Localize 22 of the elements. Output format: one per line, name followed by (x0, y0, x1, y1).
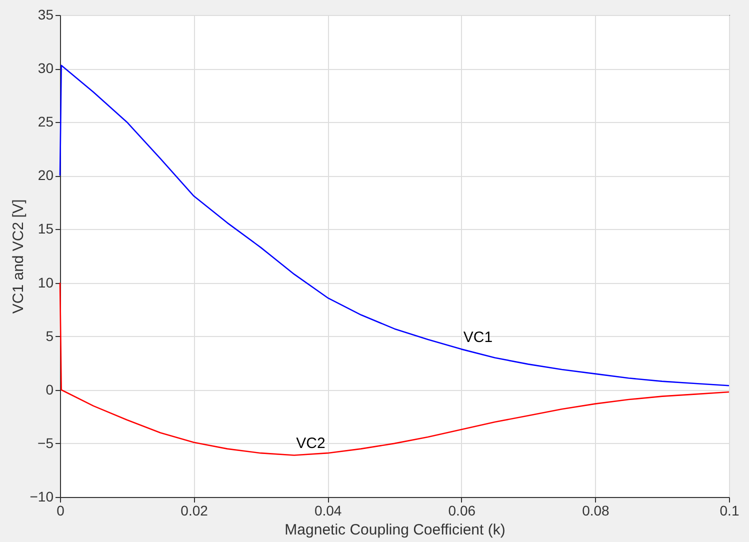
annotation: VC2 (296, 435, 326, 452)
y-axis-title: VC1 and VC2 [V] (10, 199, 27, 314)
x-tick-label: 0.04 (314, 502, 342, 518)
y-tick-label: 25 (38, 114, 54, 130)
line-series (59, 282, 730, 456)
y-tick-label: 10 (38, 274, 54, 290)
y-tick-label: 20 (38, 167, 54, 184)
y-tick-label: −10 (30, 488, 54, 504)
y-tick-label: 15 (38, 220, 54, 237)
y-tick-label: −5 (38, 434, 54, 451)
y-tick-label: 5 (46, 328, 54, 344)
x-axis-title: Magnetic Coupling Coefficient (k) (284, 522, 506, 538)
x-tick-label: 0.02 (180, 502, 208, 518)
annotation: VC1 (463, 329, 493, 346)
y-tick-label: 30 (38, 60, 54, 76)
y-tick-label: 35 (38, 6, 54, 22)
y-tick-label: 0 (46, 381, 54, 398)
x-tick-label: 0.08 (582, 502, 610, 518)
x-tick-label: 0.06 (448, 502, 476, 518)
x-tick-label: 0 (56, 502, 65, 518)
x-tick-label: 0.1 (720, 502, 740, 518)
line-series (59, 64, 730, 386)
